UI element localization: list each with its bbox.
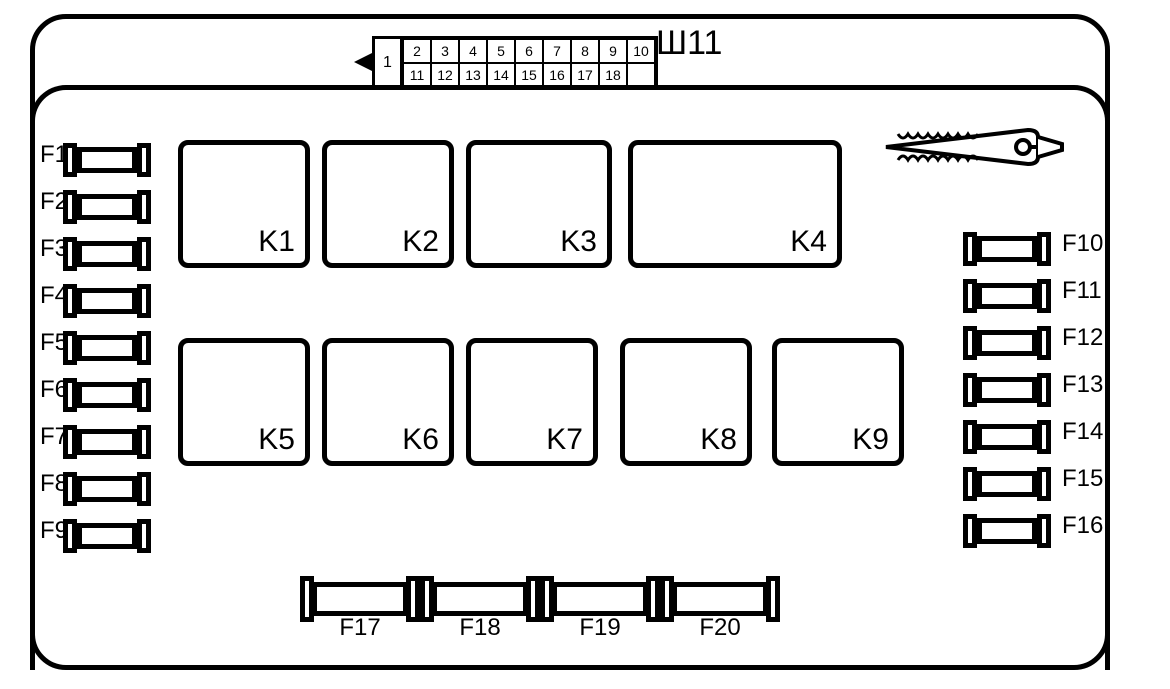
fuse-slot — [63, 324, 151, 371]
relay-label: K8 — [700, 423, 737, 457]
fuse-label: F17 — [300, 614, 420, 642]
fuse-label: F3 — [18, 228, 68, 270]
connector-pin: 8 — [571, 39, 599, 63]
connector-pin: 15 — [515, 63, 543, 87]
fuse-label: F14 — [1062, 411, 1112, 453]
fuse-slot — [63, 230, 151, 277]
connector-pin: 7 — [543, 39, 571, 63]
fuse-slot: F19 — [540, 582, 660, 634]
connector-pin: 10 — [627, 39, 655, 63]
fuse-slot — [963, 460, 1051, 507]
connector-pin: 11 — [403, 63, 431, 87]
fuse-box-diagram: 1 2345678910 1112131415161718 Ш11 F1 F2 F3 F… — [0, 0, 1170, 689]
connector-pin: 2 — [403, 39, 431, 63]
relay-label: K5 — [258, 423, 295, 457]
fuse-label: F12 — [1062, 317, 1112, 359]
relay-k5: K5 — [178, 338, 310, 466]
fuse-label: F18 — [420, 614, 540, 642]
relay-k7: K7 — [466, 338, 598, 466]
connector-grid: 2345678910 1112131415161718 — [400, 36, 658, 90]
fuse-strip-right — [963, 225, 1051, 554]
fuse-slot — [963, 413, 1051, 460]
relay-k4: K4 — [628, 140, 842, 268]
connector-pin: 13 — [459, 63, 487, 87]
connector-pin: 9 — [599, 39, 627, 63]
fuse-label: F5 — [18, 322, 68, 364]
connector-pin: 16 — [543, 63, 571, 87]
relay-label: K7 — [546, 423, 583, 457]
fuse-slot — [63, 465, 151, 512]
fuse-strip-left — [63, 136, 151, 559]
connector-pin: 12 — [431, 63, 459, 87]
fuse-label: F20 — [660, 614, 780, 642]
fuse-slot — [963, 366, 1051, 413]
fuse-puller-icon — [878, 122, 1068, 172]
relay-label: K6 — [402, 423, 439, 457]
fuse-slot — [63, 183, 151, 230]
relay-label: K3 — [560, 225, 597, 259]
connector-pin: 4 — [459, 39, 487, 63]
fuse-label: F10 — [1062, 223, 1112, 265]
relay-k1: K1 — [178, 140, 310, 268]
fuse-slot — [63, 418, 151, 465]
connector-pin — [627, 63, 655, 87]
connector-pin-1: 1 — [372, 36, 400, 90]
fuse-slot: F20 — [660, 582, 780, 634]
relay-label: K9 — [852, 423, 889, 457]
fuse-label: F11 — [1062, 270, 1112, 312]
fuse-label: F16 — [1062, 505, 1112, 547]
fuse-slot — [63, 136, 151, 183]
relay-label: K1 — [258, 225, 295, 259]
fuse-slot — [963, 507, 1051, 554]
fuse-slot: F18 — [420, 582, 540, 634]
connector-label: Ш11 — [656, 24, 722, 63]
connector-pin: 6 — [515, 39, 543, 63]
fuse-slot: F17 — [300, 582, 420, 634]
fuse-label: F7 — [18, 416, 68, 458]
relay-k3: K3 — [466, 140, 612, 268]
fuse-slot — [63, 371, 151, 418]
fuse-slot — [963, 225, 1051, 272]
connector-sh11-arrow — [354, 52, 374, 77]
fuse-label: F8 — [18, 463, 68, 505]
connector-pin: 5 — [487, 39, 515, 63]
fuse-label: F9 — [18, 510, 68, 552]
connector-pin: 14 — [487, 63, 515, 87]
relay-k8: K8 — [620, 338, 752, 466]
fuse-label: F15 — [1062, 458, 1112, 500]
connector-pin: 3 — [431, 39, 459, 63]
connector-pin: 17 — [571, 63, 599, 87]
relay-k2: K2 — [322, 140, 454, 268]
fuse-label: F1 — [18, 134, 68, 176]
connector-sh11: 1 2345678910 1112131415161718 — [372, 36, 658, 90]
fuse-label: F4 — [18, 275, 68, 317]
fuse-slot — [963, 319, 1051, 366]
fuse-strip-bottom: F17F18F19F20 — [300, 582, 780, 634]
fuse-label: F13 — [1062, 364, 1112, 406]
fuse-slot — [63, 277, 151, 324]
relay-label: K4 — [790, 225, 827, 259]
connector-pin: 18 — [599, 63, 627, 87]
fuse-slot — [963, 272, 1051, 319]
relay-label: K2 — [402, 225, 439, 259]
fuse-slot — [63, 512, 151, 559]
fuse-label: F6 — [18, 369, 68, 411]
fuse-label: F19 — [540, 614, 660, 642]
relay-k6: K6 — [322, 338, 454, 466]
relay-k9: K9 — [772, 338, 904, 466]
fuse-label: F2 — [18, 181, 68, 223]
